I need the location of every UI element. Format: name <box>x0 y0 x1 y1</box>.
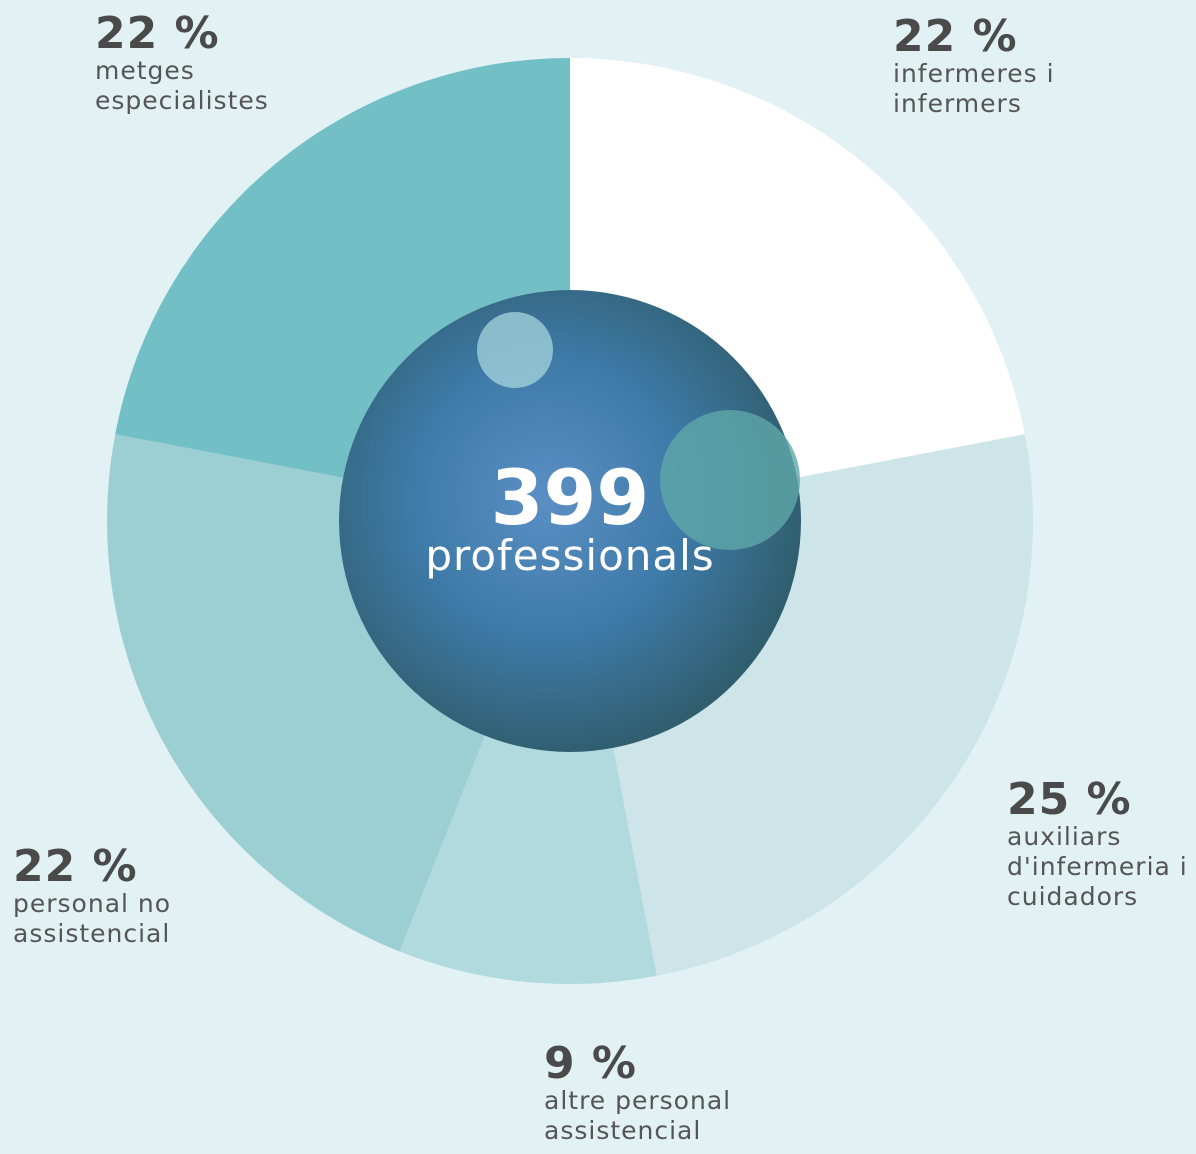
segment-label: 22 %metges especialistes <box>95 12 285 116</box>
percent-label: 9 % <box>544 1042 754 1086</box>
segment-label: 25 %auxiliars d'infermeria i cuidadors <box>1007 778 1196 912</box>
center-value: 399 <box>370 458 770 538</box>
percent-label: 22 % <box>95 12 285 56</box>
category-label: metges especialistes <box>95 56 285 116</box>
category-label: infermeres i infermers <box>893 59 1093 119</box>
percent-label: 22 % <box>13 845 193 889</box>
segment-label: 9 %altre personal assistencial <box>544 1042 754 1146</box>
category-label: auxiliars d'infermeria i cuidadors <box>1007 822 1196 912</box>
category-label: altre personal assistencial <box>544 1086 754 1146</box>
percent-label: 22 % <box>893 15 1093 59</box>
segment-label: 22 %personal no assistencial <box>13 845 193 949</box>
percent-label: 25 % <box>1007 778 1196 822</box>
page: 399 professionals (() => { const data = … <box>0 0 1196 1154</box>
photo-figure <box>477 312 553 388</box>
segment-label: 22 %infermeres i infermers <box>893 15 1093 119</box>
center-label: professionals <box>370 532 770 580</box>
category-label: personal no assistencial <box>13 889 193 949</box>
